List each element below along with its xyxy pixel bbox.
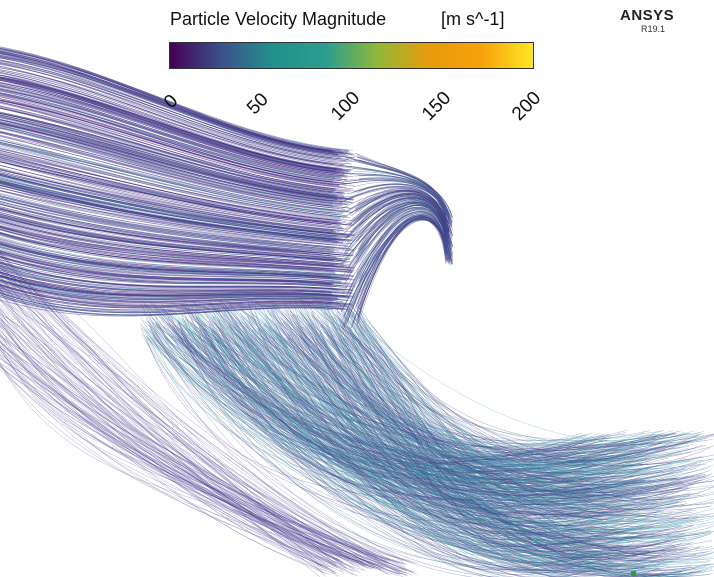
- pathlines-outlet-hook: [339, 152, 454, 331]
- release-version: R19.1: [641, 24, 666, 34]
- pathlines-channel: [0, 46, 355, 317]
- legend-units: [m s^-1]: [441, 9, 505, 29]
- velocity-colorbar: [169, 42, 534, 69]
- axis-triad-marker: [631, 571, 636, 576]
- legend-title: Particle Velocity Magnitude: [170, 9, 387, 29]
- pathlines-spray: [0, 252, 714, 577]
- ansys-logo: ANSYS: [620, 7, 675, 24]
